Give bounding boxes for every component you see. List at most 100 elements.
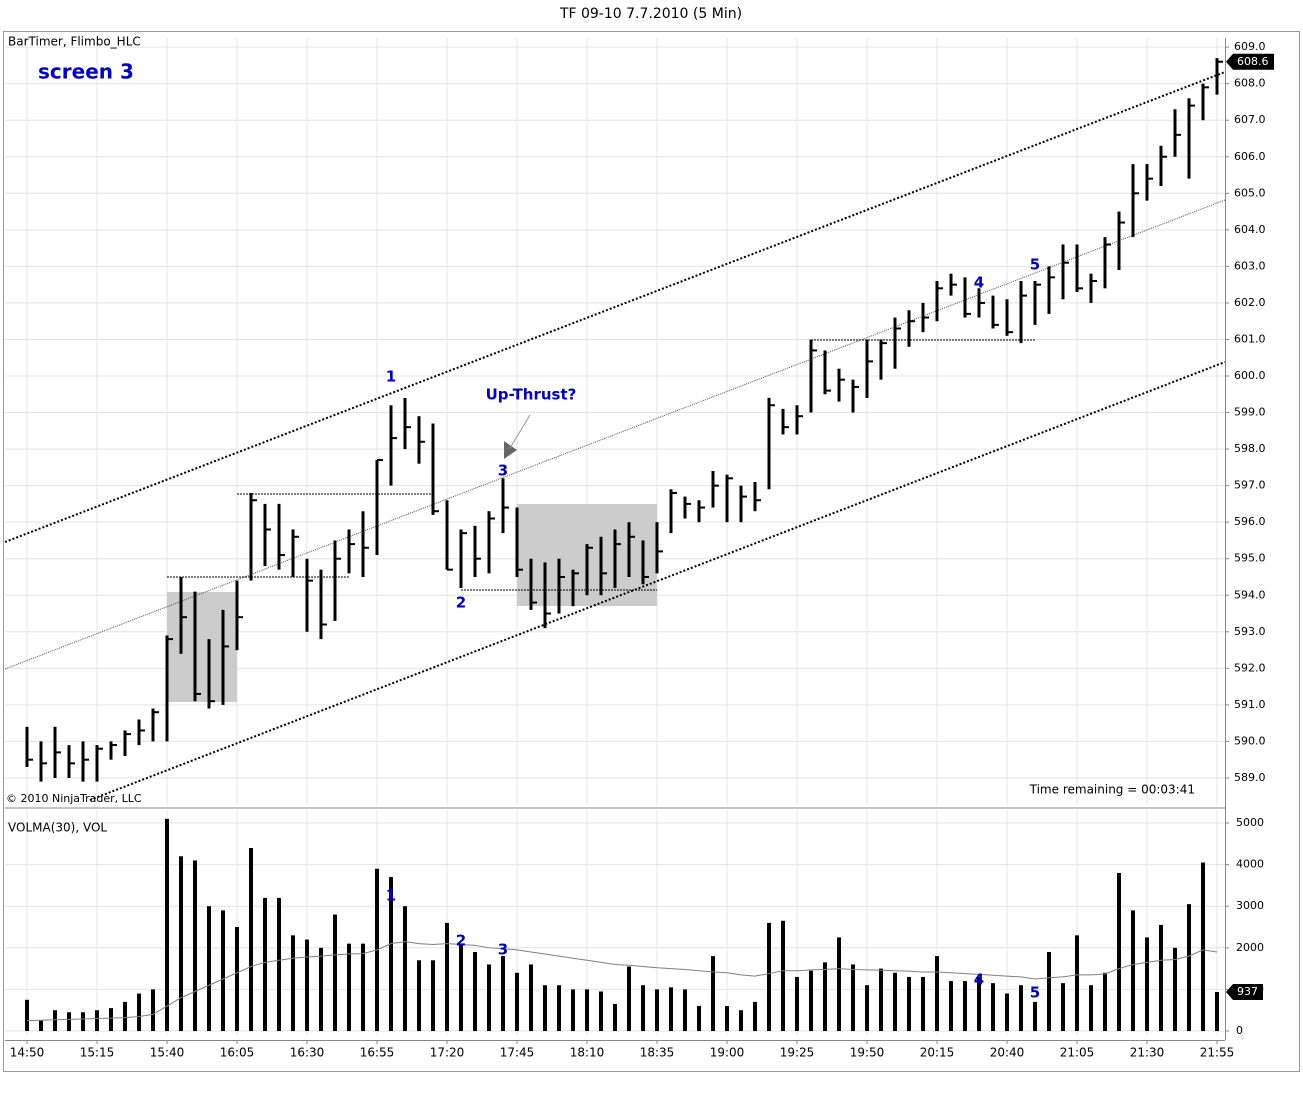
y-tick-label: 604.0 xyxy=(1234,223,1266,236)
x-tick-label: 15:40 xyxy=(150,1046,185,1060)
volume-bar xyxy=(1089,985,1093,1032)
volume-bar xyxy=(669,987,673,1032)
last-volume-tag xyxy=(1226,984,1263,1001)
y-tick-label: 605.0 xyxy=(1234,186,1266,199)
marks xyxy=(25,58,1223,1032)
x-tick-label: 17:45 xyxy=(500,1046,535,1060)
y-tick-label: 599.0 xyxy=(1234,406,1266,419)
volume-bar xyxy=(865,985,869,1032)
volume-bar xyxy=(655,989,659,1032)
annotation: 2 xyxy=(456,932,466,950)
volume-bar xyxy=(795,976,799,1032)
y-tick-label: 594.0 xyxy=(1234,588,1266,601)
volume-bar xyxy=(123,1001,127,1032)
annotation: 3 xyxy=(498,462,508,480)
volume-bar xyxy=(781,920,785,1032)
y-tick-label: 603.0 xyxy=(1234,259,1266,272)
volume-bar xyxy=(473,951,477,1032)
timer: Time remaining = 00:03:41 xyxy=(1029,783,1195,797)
volume-bar xyxy=(1019,985,1023,1032)
copyright: © 2010 NinjaTrader, LLC xyxy=(6,792,142,805)
volume-bar xyxy=(1131,910,1135,1032)
arrow-stem xyxy=(509,414,531,449)
y-tick-label: 589.0 xyxy=(1234,771,1266,784)
volume-bar xyxy=(697,1006,701,1032)
volume-bar xyxy=(53,1010,57,1032)
volume-bar xyxy=(347,943,351,1032)
annotation: 4 xyxy=(974,274,984,292)
x-tick-label: 18:35 xyxy=(640,1046,675,1060)
volume-bar xyxy=(1201,862,1205,1032)
volume-bar xyxy=(277,897,281,1032)
volume-bar xyxy=(333,914,337,1032)
y-tick-label: 593.0 xyxy=(1234,625,1266,638)
x-tick-label: 19:25 xyxy=(780,1046,815,1060)
x-tick-label: 17:20 xyxy=(430,1046,465,1060)
volume-bar xyxy=(207,906,211,1032)
volume-bar xyxy=(515,972,519,1032)
indicator-label: BarTimer, Flimbo_HLC xyxy=(8,35,141,49)
volume-bar xyxy=(221,910,225,1032)
y-tick-label: 607.0 xyxy=(1234,113,1266,126)
volume-bar xyxy=(725,1006,729,1032)
annotation: 3 xyxy=(498,941,508,959)
annotation: 1 xyxy=(386,368,396,386)
volume-bar xyxy=(235,927,239,1032)
y-tick-label: 598.0 xyxy=(1234,442,1266,455)
x-tick-label: 16:30 xyxy=(290,1046,325,1060)
volume-bar xyxy=(599,991,603,1032)
volume-bar xyxy=(739,1010,743,1032)
volume-bar xyxy=(1187,904,1191,1032)
y-tick-label: 595.0 xyxy=(1234,552,1266,565)
volume-bar xyxy=(977,976,981,1032)
last-price-label: 608.6 xyxy=(1237,55,1269,68)
y-tick-label: 597.0 xyxy=(1234,479,1266,492)
volma-line xyxy=(26,941,1218,1022)
volume-bar xyxy=(683,989,687,1032)
volume-bar xyxy=(711,956,715,1032)
volume-bar xyxy=(543,985,547,1032)
y-tick-label: 602.0 xyxy=(1234,296,1266,309)
volume-bar xyxy=(501,956,505,1032)
volume-bar xyxy=(1145,937,1149,1032)
volume-bar xyxy=(417,960,421,1032)
x-tick-label: 18:10 xyxy=(570,1046,605,1060)
volume-bar xyxy=(1047,951,1051,1032)
volume-bar xyxy=(95,1010,99,1032)
x-tick-label: 16:55 xyxy=(360,1046,395,1060)
volume-bar xyxy=(459,943,463,1032)
y-tick-label: 591.0 xyxy=(1234,698,1266,711)
x-tick-label: 20:40 xyxy=(990,1046,1025,1060)
volume-bar xyxy=(1117,872,1121,1032)
volume-bar xyxy=(249,847,253,1032)
volume-bar xyxy=(431,960,435,1032)
channel-upper xyxy=(4,71,1226,543)
volume-bar xyxy=(1173,947,1177,1032)
volume-bar xyxy=(389,877,393,1032)
x-tick-label: 21:30 xyxy=(1130,1046,1165,1060)
volume-bar xyxy=(179,856,183,1032)
y-tick-label: 600.0 xyxy=(1234,369,1266,382)
frame xyxy=(3,31,1300,1072)
volume-bar xyxy=(935,956,939,1032)
x-tick-label: 21:05 xyxy=(1060,1046,1095,1060)
y-tick-label: 592.0 xyxy=(1234,661,1266,674)
volume-bar xyxy=(753,1001,757,1032)
volume-bar xyxy=(81,1012,85,1032)
volume-bar xyxy=(445,922,449,1032)
volume-bar xyxy=(67,1012,71,1032)
x-tick-label: 16:05 xyxy=(220,1046,255,1060)
volume-bar xyxy=(319,947,323,1032)
x-tick-label: 15:15 xyxy=(80,1046,115,1060)
x-tick-label: 20:15 xyxy=(920,1046,955,1060)
volume-bar xyxy=(949,981,953,1032)
volume-bar xyxy=(305,939,309,1032)
y-tick-label: 609.0 xyxy=(1234,40,1266,53)
y-tick-label: 3000 xyxy=(1236,899,1264,912)
volume-bar xyxy=(767,922,771,1032)
y-tick-label: 608.0 xyxy=(1234,77,1266,90)
last-volume-label: 937 xyxy=(1237,985,1258,998)
annotation: Up-Thrust? xyxy=(486,386,577,404)
volume-bar xyxy=(907,976,911,1032)
